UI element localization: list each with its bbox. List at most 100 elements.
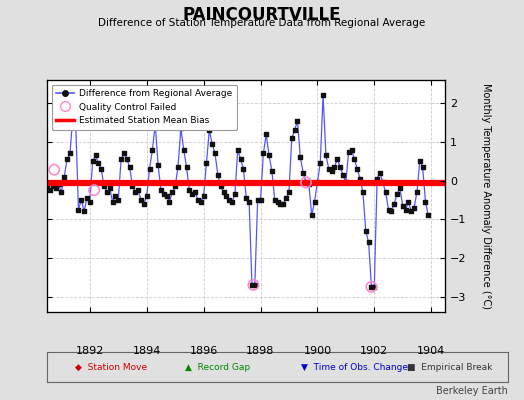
Text: 1902: 1902 [360, 346, 388, 356]
Point [268, 168, 276, 174]
Point [364, 239, 373, 246]
Point [249, 282, 258, 288]
Point [390, 200, 398, 207]
Point [89, 158, 97, 164]
Point [239, 166, 248, 172]
Point [401, 206, 410, 213]
Point [154, 162, 162, 168]
Point [54, 181, 63, 188]
Point [196, 199, 205, 205]
Point [342, 179, 350, 186]
Point [353, 166, 362, 172]
Point [316, 160, 324, 166]
Text: ▼  Time of Obs. Change: ▼ Time of Obs. Change [301, 362, 408, 372]
Point [416, 158, 424, 164]
Text: 1900: 1900 [303, 346, 332, 356]
Point [191, 189, 199, 195]
Point [370, 284, 378, 290]
Point [103, 189, 111, 195]
Point [324, 166, 333, 172]
Point [290, 127, 299, 134]
Point [274, 199, 282, 205]
Point [285, 189, 293, 195]
Point [379, 179, 387, 186]
Point [85, 199, 94, 205]
Point [336, 164, 344, 170]
Point [384, 206, 392, 213]
Text: 1904: 1904 [417, 346, 445, 356]
Point [180, 146, 188, 153]
Point [245, 199, 253, 205]
Point [407, 208, 416, 215]
Point [177, 125, 185, 132]
Point [182, 164, 191, 170]
Point [165, 199, 173, 205]
Point [288, 135, 296, 141]
Point [216, 183, 225, 190]
Point [105, 185, 114, 192]
Point [393, 191, 401, 197]
Point [134, 187, 143, 193]
Point [319, 92, 328, 99]
Text: ▲  Record Gap: ▲ Record Gap [185, 362, 250, 372]
Text: 1894: 1894 [133, 346, 161, 356]
Point [157, 187, 165, 193]
Point [328, 168, 336, 174]
Point [63, 156, 71, 162]
Point [347, 146, 356, 153]
Point [143, 193, 151, 199]
Text: Berkeley Earth: Berkeley Earth [436, 386, 508, 396]
Point [302, 179, 310, 186]
Point [46, 187, 54, 193]
Point [91, 152, 100, 158]
Text: PAINCOURTVILLE: PAINCOURTVILLE [183, 6, 341, 24]
Point [43, 184, 51, 191]
Point [117, 156, 125, 162]
Point [108, 199, 117, 205]
Point [174, 164, 182, 170]
Point [51, 185, 60, 192]
Point [225, 197, 233, 203]
Text: ■  Empirical Break: ■ Empirical Break [407, 362, 492, 372]
Point [242, 195, 250, 201]
Point [413, 189, 421, 195]
Point [97, 166, 105, 172]
Point [296, 154, 304, 160]
Point [293, 118, 302, 124]
Point [367, 284, 376, 290]
Point [359, 189, 367, 195]
Point [200, 193, 208, 199]
Point [410, 204, 418, 211]
Point [114, 197, 123, 203]
Point [344, 148, 353, 155]
Point [322, 152, 330, 158]
Point [50, 166, 59, 173]
Point [185, 187, 193, 193]
Point [304, 181, 313, 188]
Legend: Difference from Regional Average, Quality Control Failed, Estimated Station Mean: Difference from Regional Average, Qualit… [52, 84, 236, 130]
Point [228, 199, 236, 205]
Point [71, 118, 80, 124]
Point [404, 199, 412, 205]
Point [140, 200, 148, 207]
Point [424, 212, 432, 218]
Point [90, 187, 99, 193]
Point [250, 282, 259, 288]
Point [373, 175, 381, 182]
Point [148, 146, 157, 153]
Point [137, 197, 145, 203]
Point [145, 166, 154, 172]
Point [160, 191, 168, 197]
Point [396, 185, 404, 192]
Point [299, 170, 308, 176]
Point [77, 197, 85, 203]
Point [234, 146, 242, 153]
Point [308, 212, 316, 218]
Point [254, 197, 262, 203]
Point [248, 282, 256, 288]
Point [262, 131, 270, 137]
Text: 1896: 1896 [190, 346, 218, 356]
Point [421, 199, 430, 205]
Point [69, 116, 77, 122]
Point [313, 179, 322, 186]
